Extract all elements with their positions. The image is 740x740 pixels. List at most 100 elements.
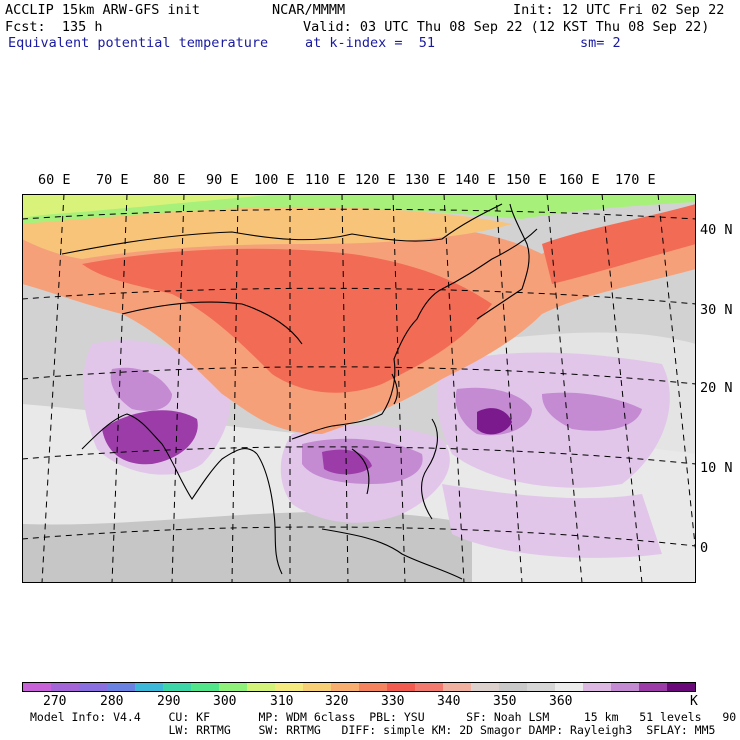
meridian-170e (657, 194, 696, 555)
colorbar-swatch-17 (499, 683, 527, 691)
pale-purple-wpac (436, 352, 670, 488)
japan-coast (476, 203, 530, 320)
colorbar-swatch-7 (219, 683, 247, 691)
lon-label-100e: 100 E (254, 172, 295, 188)
colorbar-swatch-22 (639, 683, 667, 691)
lat-label-0: 0 (700, 540, 709, 556)
lon-label-90e: 90 E (206, 172, 239, 188)
model-info-line-1: Model Info: V4.4 CU: KF MP: WDM 6class P… (30, 710, 740, 724)
lat-label-30n: 30 N (700, 302, 733, 318)
organization-label: NCAR/MMMM (272, 2, 346, 18)
colorbar-swatch-10 (303, 683, 331, 691)
colorbar-swatch-8 (247, 683, 275, 691)
lon-label-120e: 120 E (355, 172, 396, 188)
colorbar-label-290: 290 (157, 694, 181, 709)
colorbar-label-300: 300 (213, 694, 237, 709)
colorbar-swatch-13 (387, 683, 415, 691)
lon-label-170e: 170 E (615, 172, 656, 188)
colorbar-swatch-23 (667, 683, 695, 691)
graticule (22, 194, 696, 583)
colorbar-swatch-3 (107, 683, 135, 691)
lat-label-10n: 10 N (700, 460, 733, 476)
colorbar (22, 682, 696, 692)
colorbar-swatch-12 (359, 683, 387, 691)
theta-e-map (22, 194, 696, 583)
lon-label-160e: 160 E (559, 172, 600, 188)
map-panel (22, 194, 696, 583)
lon-label-60e: 60 E (38, 172, 71, 188)
korea-coast (441, 228, 538, 290)
purple-east (542, 392, 642, 431)
colorbar-label-360: 360 (549, 694, 573, 709)
lon-label-110e: 110 E (305, 172, 346, 188)
colorbar-label-330: 330 (381, 694, 405, 709)
colorbar-label-340: 340 (437, 694, 461, 709)
colorbar-swatch-6 (191, 683, 219, 691)
meridian-60e (41, 194, 65, 583)
colorbar-swatch-5 (163, 683, 191, 691)
hot-core-china (82, 248, 492, 393)
india-coast (81, 413, 258, 500)
amber-north-field (22, 205, 512, 259)
model-title: ACCLIP 15km ARW-GFS init (5, 2, 201, 18)
colorbar-label-320: 320 (325, 694, 349, 709)
forecast-hour: Fcst: 135 h (5, 19, 103, 35)
lat-label-40n: 40 N (700, 222, 733, 238)
china-coast (291, 288, 443, 440)
borneo-coast (321, 528, 463, 580)
lon-label-140e: 140 E (455, 172, 496, 188)
colorbar-swatch-1 (51, 683, 79, 691)
colorbar-swatch-20 (583, 683, 611, 691)
colorbar-swatch-11 (331, 683, 359, 691)
colorbar-swatch-9 (275, 683, 303, 691)
level-info: at k-index = 51 (305, 35, 436, 51)
purple-north-india (110, 367, 172, 411)
colorbar-unit: K (690, 694, 698, 709)
meridian-130e (443, 194, 465, 583)
colorbar-swatch-19 (555, 683, 583, 691)
colorbar-label-280: 280 (100, 694, 124, 709)
colorbar-label-350: 350 (493, 694, 517, 709)
smoothing-info: sm= 2 (580, 35, 621, 51)
colorbar-swatch-15 (443, 683, 471, 691)
grey-south-field (22, 511, 472, 583)
dark-purple-typhoon (477, 408, 512, 435)
coastlines (61, 203, 538, 580)
vietnam-coast (351, 448, 370, 495)
cool-band-northwest (22, 194, 282, 218)
valid-time: Valid: 03 UTC Thu 08 Sep 22 (12 KST Thu … (303, 19, 710, 35)
lon-label-80e: 80 E (153, 172, 186, 188)
meridian-80e (171, 194, 185, 583)
taiwan-coast (391, 373, 398, 405)
malay-coast (256, 453, 283, 575)
colorbar-swatch-14 (415, 683, 443, 691)
colorbar-label-310: 310 (270, 694, 294, 709)
lon-label-150e: 150 E (506, 172, 547, 188)
colorbar-swatch-2 (79, 683, 107, 691)
meridian-90e (231, 194, 239, 583)
init-time: Init: 12 UTC Fri 02 Sep 22 (513, 2, 725, 18)
pale-purple-south (442, 484, 662, 558)
map-frame (22, 194, 696, 583)
colorbar-swatch-18 (527, 683, 555, 691)
himalaya-border (121, 301, 303, 345)
meridian-70e (111, 194, 128, 583)
dark-purple-india (102, 410, 198, 465)
field-name: Equivalent potential temperature (8, 35, 269, 51)
meridian-110e (341, 194, 349, 583)
meridian-140e (495, 194, 523, 583)
model-info-line-2: LW: RRTMG SW: RRTMG DIFF: simple KM: 2D … (30, 723, 716, 737)
lon-label-70e: 70 E (96, 172, 129, 188)
meridian-120e (392, 194, 406, 583)
lat-label-20n: 20 N (700, 380, 733, 396)
colorbar-label-270: 270 (43, 694, 67, 709)
colorbar-swatch-16 (471, 683, 499, 691)
parallel-0 (22, 526, 696, 547)
hot-core-japan-sea (542, 204, 696, 284)
colorbar-swatch-21 (611, 683, 639, 691)
colorbar-swatch-0 (23, 683, 51, 691)
northern-borders (61, 203, 503, 255)
colorbar-swatch-4 (135, 683, 163, 691)
philippines-coast (421, 418, 438, 520)
lon-label-130e: 130 E (405, 172, 446, 188)
